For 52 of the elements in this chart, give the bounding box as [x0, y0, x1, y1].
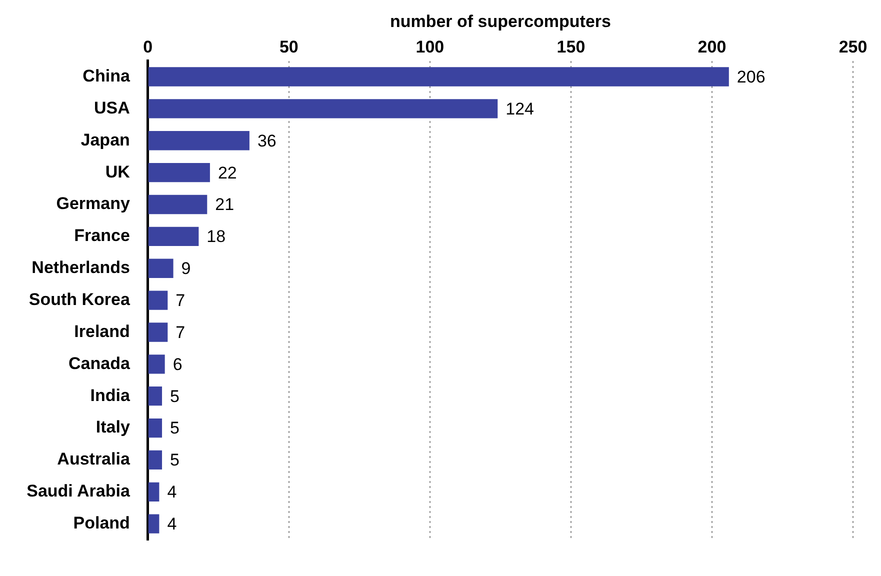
bar: [148, 450, 162, 470]
x-tick-label: 150: [556, 37, 586, 56]
bar: [148, 67, 729, 86]
bar: [148, 162, 210, 182]
bar: [148, 194, 208, 214]
data-label: 7: [176, 290, 186, 310]
y-tick-label: Italy: [96, 418, 130, 437]
data-label: 5: [170, 386, 180, 406]
y-tick-label: India: [90, 386, 130, 405]
data-label: 206: [736, 67, 766, 86]
data-label: 18: [206, 227, 226, 246]
data-label: 36: [257, 131, 276, 150]
bar: [148, 386, 162, 406]
y-tick-label: Germany: [56, 194, 130, 214]
y-tick-label: China: [82, 66, 130, 86]
bar: [148, 258, 174, 278]
y-tick-label: Poland: [73, 514, 130, 533]
bar: [148, 131, 250, 150]
x-tick-label: 0: [143, 37, 153, 56]
y-tick-label: France: [74, 226, 130, 246]
y-tick-label: South Korea: [28, 290, 130, 309]
y-tick-label: UK: [105, 162, 131, 182]
bar: [148, 99, 498, 118]
data-label: 4: [167, 482, 177, 502]
x-tick-label: 200: [698, 37, 726, 56]
data-label: 124: [506, 99, 534, 118]
y-tick-label: Netherlands: [32, 258, 130, 278]
y-tick-label: Japan: [80, 130, 130, 150]
x-tick-label: 250: [838, 37, 868, 56]
bar: [148, 354, 165, 374]
x-axis-title: number of supercomputers: [390, 12, 611, 31]
bar: [148, 290, 168, 310]
data-label: 5: [170, 450, 180, 470]
data-label: 5: [170, 418, 180, 438]
bar: [148, 482, 160, 502]
data-label: 21: [215, 195, 234, 214]
y-tick-label: Australia: [57, 450, 130, 469]
data-label: 4: [167, 514, 177, 534]
bar: [148, 514, 160, 534]
bar: [148, 418, 162, 438]
data-label: 22: [218, 163, 237, 182]
y-tick-label: Canada: [68, 354, 130, 373]
bar: [148, 322, 168, 342]
x-tick-label: 50: [279, 37, 298, 56]
data-label: 6: [172, 354, 182, 374]
y-tick-label: Saudi Arabia: [26, 482, 130, 501]
y-tick-label: Ireland: [74, 322, 130, 341]
data-label: 7: [176, 322, 186, 342]
bar: [148, 226, 199, 246]
data-label: 9: [181, 259, 191, 278]
y-tick-label: USA: [94, 98, 130, 118]
x-tick-label: 100: [416, 37, 444, 56]
